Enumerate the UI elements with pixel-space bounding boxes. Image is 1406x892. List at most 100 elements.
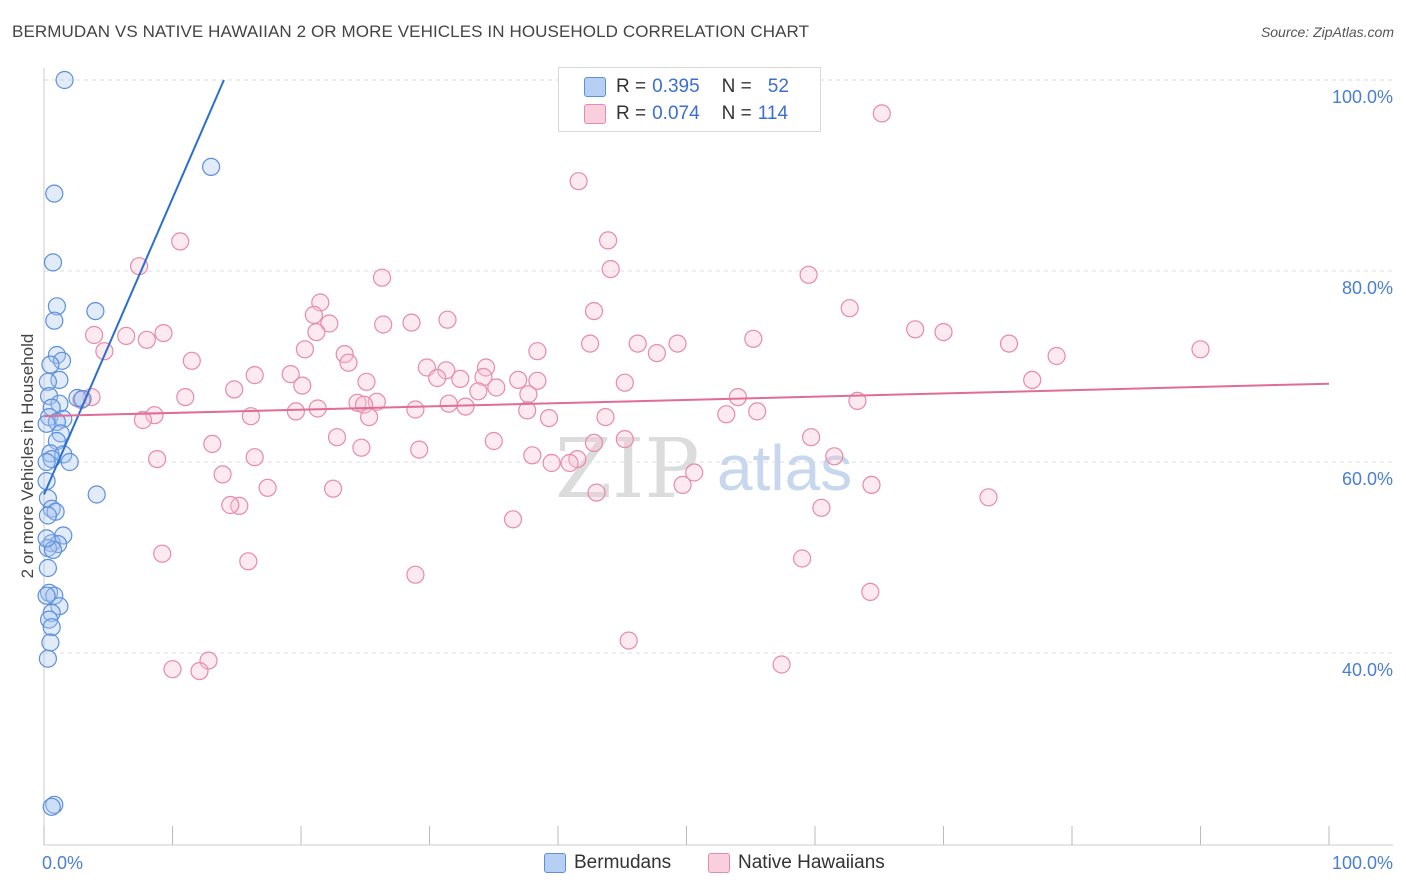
native-hawaiians-point xyxy=(812,498,831,517)
bermudans-point xyxy=(43,540,63,560)
native-hawaiians-point xyxy=(117,326,136,345)
native-hawaiians-point xyxy=(587,483,606,502)
native-hawaiians-point xyxy=(327,428,347,447)
native-hawaiians-point xyxy=(374,315,393,334)
native-hawaiians-point xyxy=(528,342,547,361)
legend-n-value: 52 xyxy=(767,76,789,97)
native-hawaiians-point xyxy=(339,353,358,372)
native-hawaiians-trend-line xyxy=(43,382,1330,418)
native-hawaiians-point xyxy=(509,370,528,389)
legend-row-bermudans: R = 0.395 N = 52 xyxy=(584,75,789,99)
native-hawaiians-point xyxy=(628,334,647,353)
native-hawaiians-point xyxy=(335,345,354,364)
native-hawaiians-point xyxy=(307,323,326,342)
native-hawaiians-point xyxy=(518,401,537,420)
legend-r-value: 0.074 xyxy=(652,103,700,124)
bermudans-point xyxy=(202,157,221,176)
bermudans-point xyxy=(42,618,61,637)
native-hawaiians-point xyxy=(647,344,667,363)
bermudans-points xyxy=(37,70,221,816)
native-hawaiians-point xyxy=(293,376,312,395)
bermudans-point xyxy=(47,345,67,365)
native-hawaiians-point xyxy=(934,323,953,342)
native-hawaiians-point xyxy=(601,260,620,279)
native-hawaiians-point xyxy=(213,465,232,484)
bermudans-point xyxy=(43,253,63,272)
bermudans-point xyxy=(39,583,59,602)
native-hawaiians-point xyxy=(840,299,859,318)
bermudans-point xyxy=(41,633,60,652)
native-hawaiians-point xyxy=(673,475,692,494)
native-hawaiians-point xyxy=(357,372,376,391)
legend-r-label: R = xyxy=(616,76,647,97)
native-hawaiians-point xyxy=(324,479,343,498)
native-hawaiians-point xyxy=(717,405,736,424)
native-hawaiians-point xyxy=(569,172,588,191)
y-tick-label-60: 60.0% xyxy=(1342,469,1393,489)
legend-r-value: 0.395 xyxy=(652,76,700,97)
native-hawaiians-point xyxy=(615,373,634,392)
bottom-legend-swatch-pink xyxy=(708,853,730,873)
native-hawaiians-point xyxy=(348,393,367,412)
x-tick-label-min: 0.0% xyxy=(42,853,83,873)
native-hawaiians-point xyxy=(137,330,156,349)
bottom-legend-swatch-blue xyxy=(544,853,566,873)
native-hawaiians-point xyxy=(744,329,763,348)
bermudans-point xyxy=(37,452,56,472)
native-hawaiians-point xyxy=(176,388,195,407)
native-hawaiians-point xyxy=(360,408,379,427)
bermudans-point xyxy=(60,452,79,472)
native-hawaiians-point xyxy=(182,351,201,370)
native-hawaiians-point xyxy=(286,402,305,421)
native-hawaiians-point xyxy=(999,334,1019,353)
y-tick-label-100: 100.0% xyxy=(1332,87,1393,107)
bermudans-point xyxy=(87,485,106,504)
y-axis-label: 2 or more Vehicles in Household xyxy=(18,334,37,579)
x-tick-label-max: 100.0% xyxy=(1332,853,1393,873)
bermudans-point xyxy=(41,355,60,374)
native-hawaiians-point xyxy=(352,438,371,457)
tick-labels: 40.0% 60.0% 80.0% 100.0% 0.0% 100.0% xyxy=(42,87,1393,873)
legend: R = 0.395 N = 52 R = 0.074 N = 114 xyxy=(558,67,821,132)
bermudans-point xyxy=(38,649,58,668)
bermudans-point xyxy=(50,370,69,389)
native-hawaiians-point xyxy=(469,382,488,401)
chart-title: BERMUDAN VS NATIVE HAWAIIAN 2 OR MORE VE… xyxy=(12,22,810,41)
bermudans-point xyxy=(52,351,72,370)
native-hawaiians-point xyxy=(221,495,240,515)
native-hawaiians-point xyxy=(560,453,579,473)
native-hawaiians-point xyxy=(487,378,506,397)
native-hawaiians-point xyxy=(584,302,604,321)
native-hawaiians-point xyxy=(154,324,173,343)
native-hawaiians-point xyxy=(519,385,538,404)
native-hawaiians-point xyxy=(503,510,523,529)
legend-r-label: R = xyxy=(616,103,647,124)
native-hawaiians-point xyxy=(862,475,881,494)
native-hawaiians-point xyxy=(406,565,425,584)
native-hawaiians-point xyxy=(439,394,458,413)
native-hawaiians-point xyxy=(133,410,152,430)
native-hawaiians-point xyxy=(171,232,190,251)
native-hawaiians-point xyxy=(451,369,470,388)
bermudans-point xyxy=(37,414,56,433)
native-hawaiians-point xyxy=(801,428,821,447)
watermark: ZIP atlas xyxy=(555,422,852,517)
bermudans-point xyxy=(50,597,69,616)
native-hawaiians-point xyxy=(190,661,209,681)
native-hawaiians-point xyxy=(598,231,618,250)
bottom-legend-label-native-hawaiians: Native Hawaiians xyxy=(738,852,885,873)
native-hawaiians-point xyxy=(163,660,182,679)
native-hawaiians-point xyxy=(748,402,767,421)
bermudans-point xyxy=(48,534,68,554)
bermudans-point xyxy=(55,70,74,90)
y-tick-label-80: 80.0% xyxy=(1342,278,1393,298)
native-hawaiians-point xyxy=(484,431,503,451)
native-hawaiians-point xyxy=(258,478,277,497)
native-hawaiians-point xyxy=(872,104,891,123)
native-hawaiians-point xyxy=(239,552,258,571)
native-hawaiians-point xyxy=(825,447,844,466)
native-hawaiians-point xyxy=(402,313,421,332)
legend-n-label: N = xyxy=(721,76,752,97)
native-hawaiians-point xyxy=(1047,346,1066,366)
